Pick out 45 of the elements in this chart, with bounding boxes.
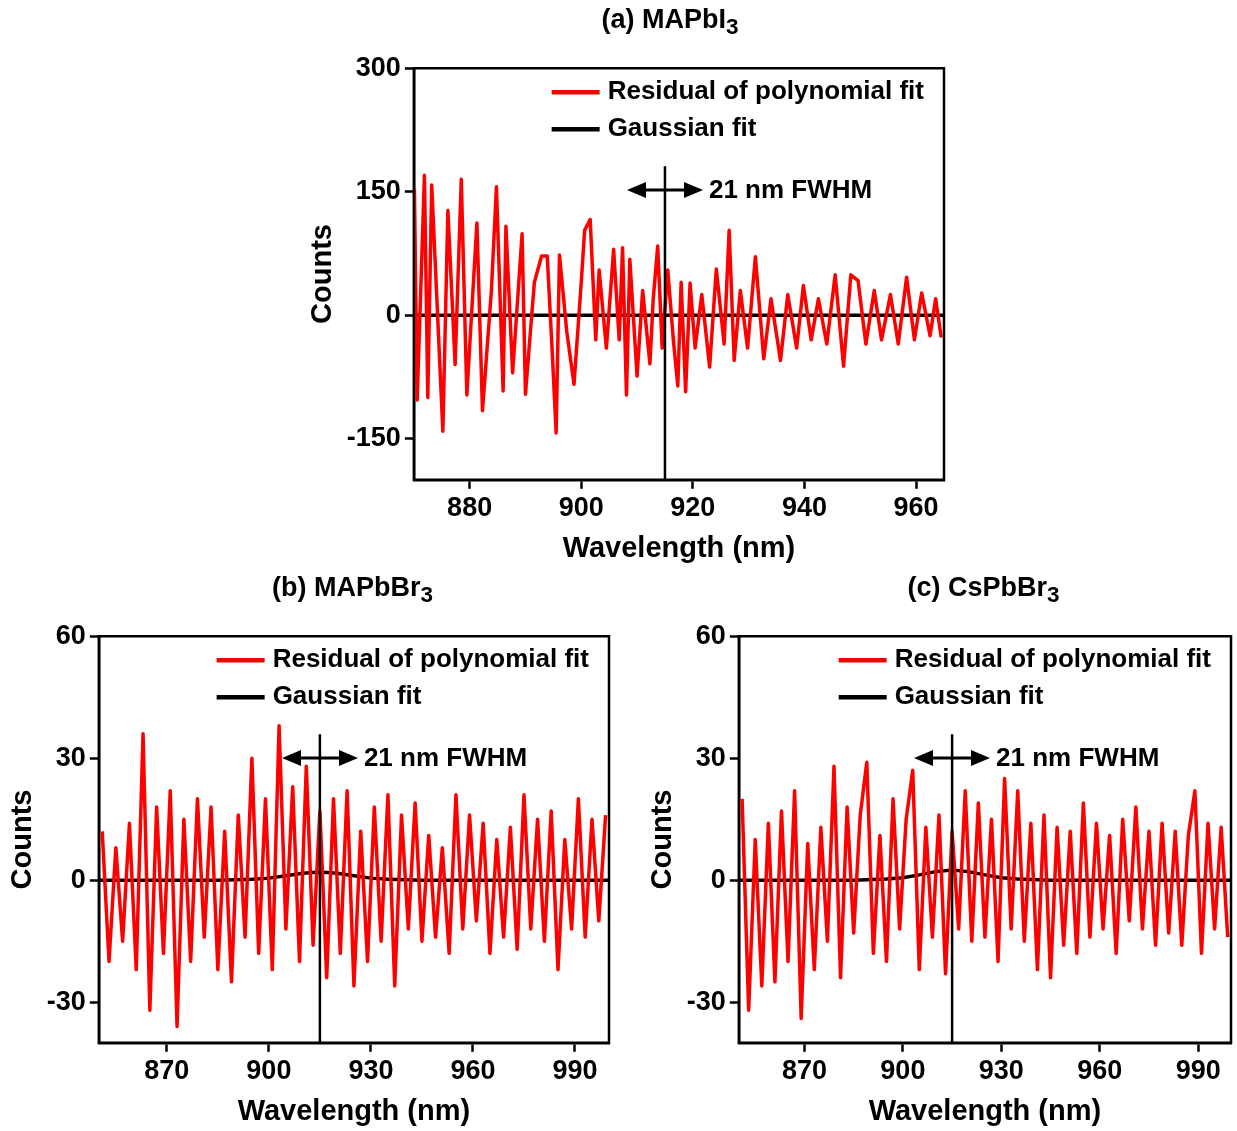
- x-tick-label: 920: [670, 492, 716, 523]
- chart-title: (c) CsPbBr$_{3}$: [906, 572, 1061, 609]
- legend-label: Residual of polynomial fit: [894, 643, 1212, 674]
- x-tick-label: 870: [781, 1055, 827, 1086]
- legend-label: Gaussian fit: [272, 680, 422, 711]
- y-axis-title: Counts: [5, 789, 38, 890]
- y-tick-label: 0: [710, 863, 726, 894]
- annotation: 21 nm FWHM: [996, 742, 1160, 774]
- y-tick-label: 60: [55, 619, 86, 650]
- x-axis-title: Wavelength (nm): [562, 530, 796, 563]
- chart-title: (b) MAPbBr$_{3}$: [271, 572, 434, 609]
- legend-label: Residual of polynomial fit: [272, 643, 590, 674]
- x-tick-label: 900: [880, 1055, 926, 1086]
- x-tick-label: 960: [1077, 1055, 1123, 1086]
- y-tick-label: 30: [695, 741, 726, 772]
- x-axis-title: Wavelength (nm): [868, 1093, 1102, 1126]
- x-tick-label: 960: [893, 492, 939, 523]
- y-tick-label: 300: [355, 51, 401, 82]
- y-tick-label: 60: [695, 619, 726, 650]
- chart-title: (a) MAPbI$_{3}$: [600, 4, 740, 41]
- y-tick-label: 0: [385, 298, 401, 329]
- x-axis-title: Wavelength (nm): [237, 1093, 471, 1126]
- y-axis-title: Counts: [645, 789, 678, 890]
- y-tick-label: 150: [355, 175, 401, 206]
- x-tick-label: 930: [348, 1055, 394, 1086]
- x-tick-label: 880: [447, 492, 493, 523]
- x-tick-label: 990: [552, 1055, 598, 1086]
- legend-label: Residual of polynomial fit: [607, 75, 925, 106]
- x-tick-label: 960: [450, 1055, 496, 1086]
- x-tick-label: 930: [978, 1055, 1024, 1086]
- x-tick-label: 900: [558, 492, 604, 523]
- x-tick-label: 940: [781, 492, 828, 523]
- y-axis-title: Counts: [305, 224, 338, 324]
- y-tick-label: -150: [346, 422, 401, 453]
- annotation: 21 nm FWHM: [363, 742, 528, 774]
- annotation: 21 nm FWHM: [708, 174, 873, 206]
- y-tick-label: -30: [46, 985, 86, 1016]
- x-tick-label: 990: [1175, 1055, 1221, 1086]
- x-tick-label: 870: [144, 1055, 190, 1086]
- legend-label: Gaussian fit: [894, 680, 1044, 711]
- legend-label: Gaussian fit: [607, 112, 757, 143]
- y-tick-label: -30: [686, 985, 726, 1016]
- x-tick-label: 900: [246, 1055, 292, 1086]
- y-tick-label: 0: [70, 863, 86, 894]
- y-tick-label: 30: [55, 741, 86, 772]
